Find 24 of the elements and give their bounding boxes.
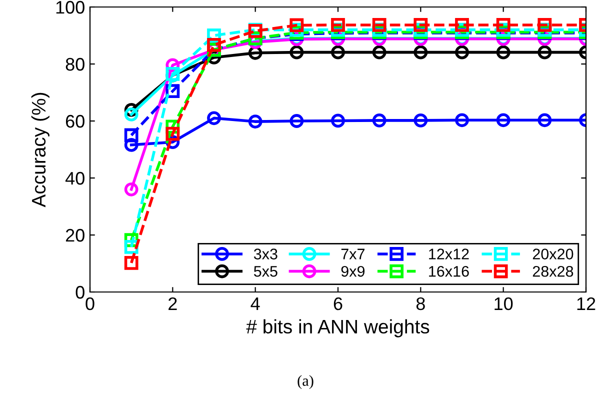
x-tick-label: 2 [168,297,177,310]
legend-label: 20x20 [532,248,574,260]
x-tick-label: 8 [416,297,425,310]
legend-label: 12x12 [429,248,469,260]
x-tick-label: 0 [86,297,94,310]
y-tick-label: 40 [65,172,84,185]
legend-label: 7x7 [341,248,364,260]
y-tick-label: 60 [66,114,84,128]
x-axis-title: # bits in ANN weights [246,319,430,338]
y-tick-label: 20 [66,228,84,242]
legend-label: 28x28 [532,266,574,277]
y-tick-label: 80 [66,58,84,71]
legend-label: 9x9 [341,266,365,277]
y-tick-label: 0 [76,286,84,299]
legend-label: 5x5 [254,266,278,277]
legend-label: 3x3 [254,248,278,260]
y-tick-label: 100 [56,0,84,14]
x-tick-label: 4 [250,298,260,310]
x-tick-label: 12 [577,297,596,310]
text: (a) [298,375,314,389]
x-tick-label: 6 [334,297,342,310]
legend-label: 16x16 [429,266,469,277]
y-axis-title: Accuracy (%) [31,92,50,208]
x-tick-label: 10 [494,297,513,310]
